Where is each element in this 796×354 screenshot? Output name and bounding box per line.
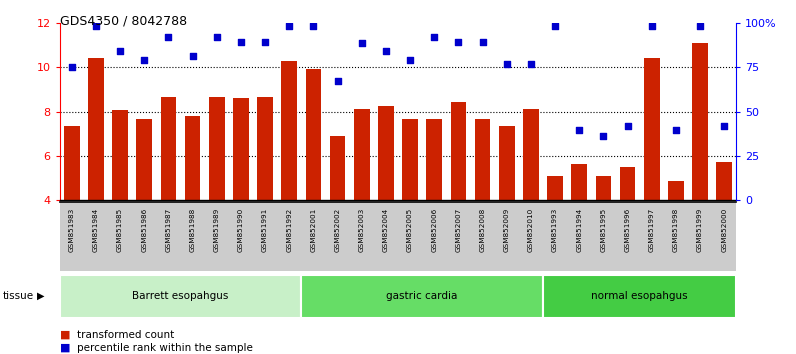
Text: GSM851996: GSM851996 — [625, 207, 630, 252]
Bar — [378, 106, 394, 200]
Point — [380, 48, 392, 53]
Bar — [543, 275, 736, 318]
Text: GSM851991: GSM851991 — [262, 207, 268, 252]
Point — [573, 127, 586, 133]
Bar — [595, 176, 611, 200]
Text: GSM851989: GSM851989 — [214, 207, 220, 252]
Text: normal esopahgus: normal esopahgus — [591, 291, 688, 301]
Text: GSM851983: GSM851983 — [68, 207, 75, 252]
Text: GSM851994: GSM851994 — [576, 207, 582, 252]
Text: ■: ■ — [60, 330, 70, 339]
Text: ▶: ▶ — [37, 291, 45, 301]
Text: GSM851990: GSM851990 — [238, 207, 244, 252]
Bar — [88, 58, 103, 200]
Text: GSM851988: GSM851988 — [189, 207, 196, 252]
Point — [525, 61, 537, 67]
Bar — [233, 98, 249, 200]
Text: Barrett esopahgus: Barrett esopahgus — [132, 291, 228, 301]
Text: transformed count: transformed count — [77, 330, 174, 339]
Bar — [112, 110, 128, 200]
Point — [235, 39, 248, 45]
Point — [162, 35, 175, 40]
Bar — [427, 119, 442, 200]
Point — [476, 39, 489, 45]
Bar — [136, 119, 152, 200]
Point — [331, 78, 344, 83]
Bar — [64, 126, 80, 200]
Text: tissue: tissue — [2, 291, 33, 301]
Text: gastric cardia: gastric cardia — [387, 291, 458, 301]
Point — [283, 23, 295, 29]
Bar — [402, 119, 418, 200]
Text: GSM851992: GSM851992 — [287, 207, 292, 252]
Bar — [668, 181, 684, 200]
Text: GSM852002: GSM852002 — [334, 207, 341, 252]
Point — [693, 23, 706, 29]
Bar — [644, 58, 660, 200]
Bar — [693, 43, 708, 200]
Point — [718, 123, 731, 129]
Point — [452, 39, 465, 45]
Text: GSM852008: GSM852008 — [479, 207, 486, 252]
Bar — [302, 275, 543, 318]
Point — [259, 39, 271, 45]
Text: percentile rank within the sample: percentile rank within the sample — [77, 343, 253, 353]
Bar — [716, 162, 732, 200]
Bar — [185, 116, 201, 200]
Text: GSM852000: GSM852000 — [721, 207, 728, 252]
Bar — [330, 136, 345, 200]
Point — [501, 61, 513, 67]
Bar — [354, 109, 369, 200]
Point — [548, 23, 561, 29]
Bar — [523, 109, 539, 200]
Text: GSM852001: GSM852001 — [310, 207, 317, 252]
Text: GSM851999: GSM851999 — [697, 207, 703, 252]
Text: GSM852004: GSM852004 — [383, 207, 389, 252]
Point — [65, 64, 78, 70]
Text: GSM851997: GSM851997 — [649, 207, 655, 252]
Bar — [60, 275, 302, 318]
Point — [646, 23, 658, 29]
Text: GSM851993: GSM851993 — [552, 207, 558, 252]
Text: GSM851987: GSM851987 — [166, 207, 171, 252]
Point — [186, 53, 199, 59]
Text: GSM851984: GSM851984 — [93, 207, 99, 252]
Text: GSM852009: GSM852009 — [504, 207, 509, 252]
Bar — [282, 61, 297, 200]
Text: GSM852005: GSM852005 — [407, 207, 413, 252]
Text: GSM852007: GSM852007 — [455, 207, 462, 252]
Point — [597, 133, 610, 139]
Text: GSM852003: GSM852003 — [359, 207, 365, 252]
Point — [114, 48, 127, 53]
Bar — [547, 176, 563, 200]
Bar — [257, 97, 273, 200]
Point — [669, 127, 682, 133]
Bar — [451, 102, 466, 200]
Point — [355, 40, 368, 46]
Text: GSM851995: GSM851995 — [600, 207, 607, 252]
Text: GSM851998: GSM851998 — [673, 207, 679, 252]
Bar — [306, 69, 322, 200]
Text: GSM852006: GSM852006 — [431, 207, 437, 252]
Bar — [620, 167, 635, 200]
Text: GSM852010: GSM852010 — [528, 207, 534, 252]
Point — [404, 57, 416, 62]
Bar — [474, 119, 490, 200]
Point — [621, 123, 634, 129]
Text: ■: ■ — [60, 343, 70, 353]
Point — [428, 35, 441, 40]
Text: GDS4350 / 8042788: GDS4350 / 8042788 — [60, 14, 187, 27]
Bar — [572, 164, 587, 200]
Bar — [161, 97, 176, 200]
Point — [307, 23, 320, 29]
Bar — [209, 97, 224, 200]
Bar — [499, 126, 514, 200]
Text: GSM851985: GSM851985 — [117, 207, 123, 252]
Point — [90, 23, 103, 29]
Text: GSM851986: GSM851986 — [141, 207, 147, 252]
Point — [210, 35, 223, 40]
Point — [138, 57, 150, 62]
